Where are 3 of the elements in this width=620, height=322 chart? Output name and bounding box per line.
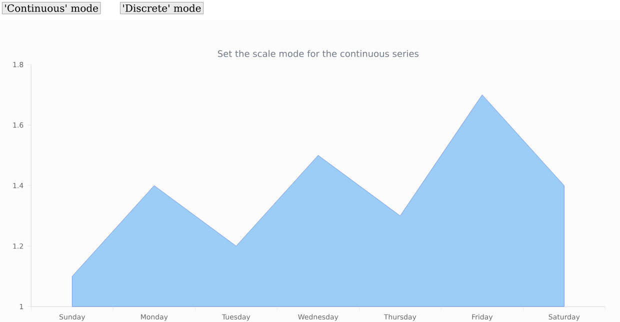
text: 'Continuous' mode <box>5 4 98 12</box>
text: 'Discrete' mode <box>123 4 201 12</box>
chart-title: Set the scale mode for the continuous series <box>218 50 419 58</box>
